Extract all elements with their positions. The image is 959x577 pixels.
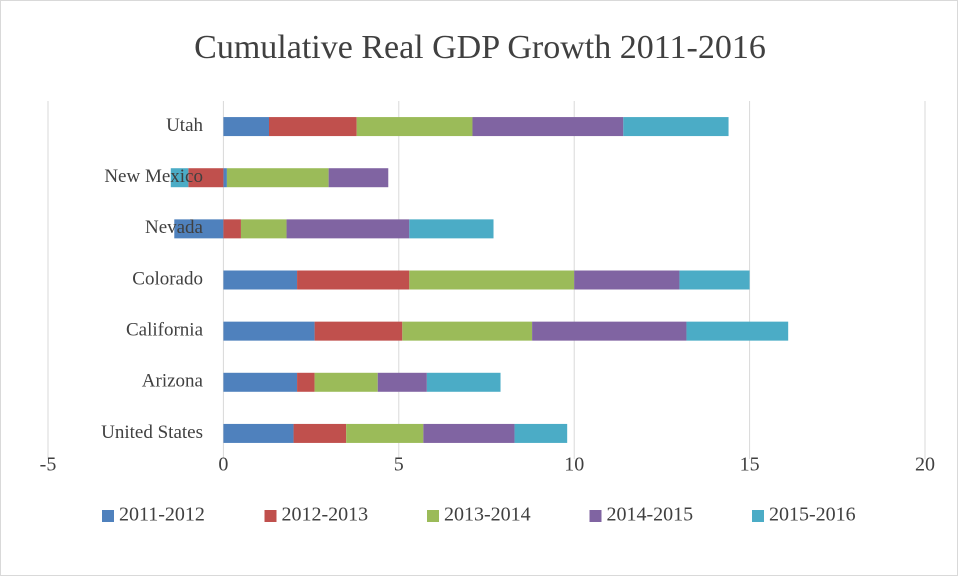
bar-segment (356, 117, 473, 137)
bar-segment (532, 321, 687, 341)
bar-segment (679, 270, 750, 290)
x-tick-label: 5 (394, 454, 404, 476)
bar-segment (223, 372, 298, 392)
x-tick-label: 20 (915, 454, 935, 476)
bar-segment (623, 117, 729, 137)
legend-label: 2015-2016 (769, 504, 856, 526)
bar-segment (423, 423, 515, 443)
bar-segment (223, 423, 294, 443)
y-tick-label: Utah (166, 115, 203, 136)
bar-segment (514, 423, 568, 443)
x-tick-label: -5 (40, 454, 57, 476)
x-tick-label: 0 (218, 454, 228, 476)
bar-segment (409, 219, 494, 239)
bar-segment (174, 219, 224, 239)
y-tick-label: New Mexico (104, 166, 203, 187)
legend-swatch (427, 510, 439, 522)
chart-title: Cumulative Real GDP Growth 2011-2016 (194, 29, 766, 66)
bar-segment (170, 168, 189, 188)
legend-swatch (102, 510, 114, 522)
legend-swatch (752, 510, 764, 522)
bar-segment (328, 168, 389, 188)
bar-segment (314, 372, 378, 392)
legend-label: 2013-2014 (444, 504, 531, 526)
bar-segment (223, 219, 241, 239)
bar-segment (297, 270, 410, 290)
y-tick-label: Nevada (145, 217, 204, 238)
y-tick-label: United States (101, 422, 203, 443)
y-tick-label: Arizona (142, 371, 204, 392)
bar-segment (472, 117, 624, 137)
bar-segment (223, 117, 270, 137)
bar-segment (297, 372, 315, 392)
legend-label: 2011-2012 (119, 504, 205, 526)
y-tick-label: California (126, 320, 204, 341)
bar-segment (223, 270, 298, 290)
bar-segment (346, 423, 424, 443)
bar-segment (188, 168, 224, 188)
bar-segment (240, 219, 287, 239)
legend-swatch (264, 510, 277, 522)
x-tick-label: 15 (740, 454, 760, 476)
bar-segment (223, 168, 227, 188)
legend-label: 2014-2015 (607, 504, 694, 526)
y-tick-label: Colorado (132, 268, 203, 289)
bar-segment (293, 423, 347, 443)
legend-swatch (589, 510, 602, 522)
bar-segment (269, 117, 357, 137)
bar-segment (574, 270, 680, 290)
bar-segment (223, 321, 315, 341)
legend-label: 2012-2013 (282, 504, 369, 526)
bar-segment (286, 219, 410, 239)
bar-segment (314, 321, 403, 341)
bar-segment (377, 372, 427, 392)
bar-segment (226, 168, 329, 188)
bar-segment (426, 372, 501, 392)
x-tick-label: 10 (564, 454, 584, 476)
bar-segment (402, 321, 533, 341)
bar-segment (409, 270, 575, 290)
bar-segment (686, 321, 789, 341)
